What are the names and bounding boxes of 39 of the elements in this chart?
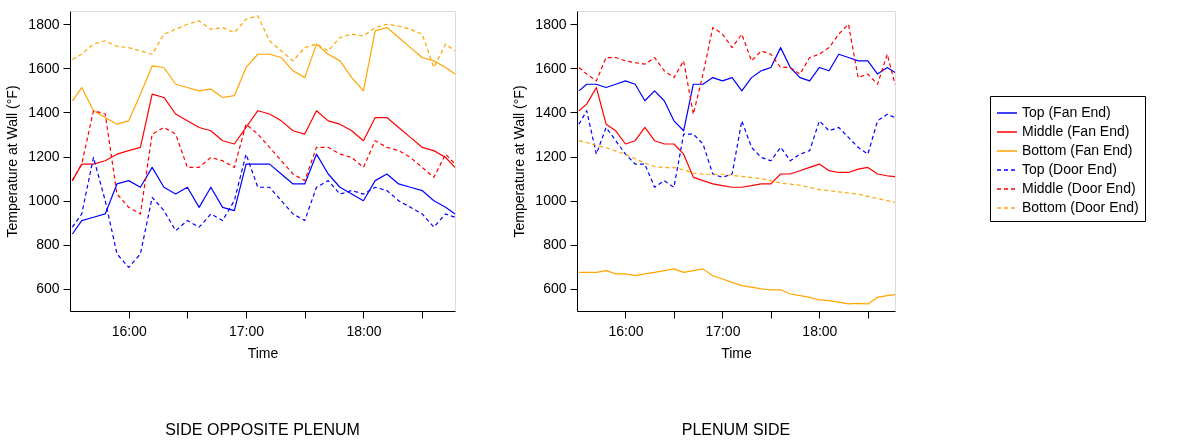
y-tick-label: 600 <box>543 280 567 297</box>
line-series <box>578 140 896 203</box>
legend-label: Top (Door End) <box>1022 161 1117 177</box>
x-axis-title: Time <box>721 344 753 361</box>
line-series <box>578 268 896 305</box>
x-tick-label: 18:00 <box>346 322 382 339</box>
line-series <box>71 153 456 268</box>
text: PLENUM SIDE <box>681 421 791 438</box>
y-tick-label: 1800 <box>28 15 60 32</box>
y-tick-label: 1800 <box>535 15 567 32</box>
y-tick-label: 1600 <box>28 59 60 76</box>
y-axis-title: Temperature at Wall (°F) <box>511 85 528 238</box>
y-tick-label: 1600 <box>535 59 567 76</box>
x-tick-label: 17:00 <box>229 322 265 339</box>
y-tick-label: 1400 <box>535 103 567 120</box>
legend-label: Bottom (Door End) <box>1022 199 1139 215</box>
x-tick-label: 17:00 <box>705 322 741 339</box>
y-tick-label: 800 <box>543 236 567 253</box>
legend-label: Middle (Fan End) <box>1022 123 1130 139</box>
y-tick-label: 1200 <box>535 148 567 165</box>
text: SIDE OPPOSITE PLENUM <box>165 421 360 438</box>
line-series <box>578 86 896 188</box>
x-tick-label: 16:00 <box>111 322 147 339</box>
line-series <box>578 23 896 115</box>
legend-label: Bottom (Fan End) <box>1022 142 1133 158</box>
line-series <box>578 47 896 132</box>
y-tick-label: 600 <box>36 280 60 297</box>
x-tick-label: 18:00 <box>802 322 838 339</box>
y-tick-label: 1000 <box>28 192 60 209</box>
y-tick-label: 1200 <box>28 148 60 165</box>
y-axis-title: Temperature at Wall (°F) <box>4 85 21 238</box>
legend-label: Top (Fan End) <box>1022 104 1111 120</box>
y-tick-label: 1400 <box>28 103 60 120</box>
y-tick-label: 800 <box>36 236 60 253</box>
y-tick-label: 1000 <box>535 192 567 209</box>
x-tick-label: 16:00 <box>608 322 644 339</box>
x-axis-title: Time <box>247 344 279 361</box>
legend-label: Middle (Door End) <box>1022 180 1136 196</box>
line-series <box>578 110 896 188</box>
